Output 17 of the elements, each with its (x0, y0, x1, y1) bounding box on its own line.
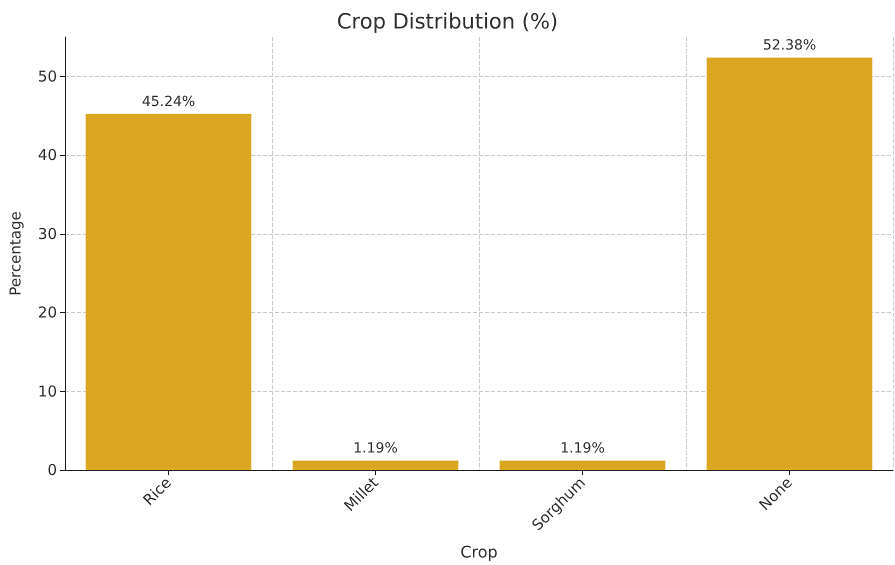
bar (292, 460, 458, 470)
bar (500, 460, 666, 470)
data-label: 1.19% (560, 440, 605, 457)
data-label: 1.19% (353, 440, 398, 457)
bar (86, 114, 252, 470)
y-tick-label: 20 (38, 304, 57, 322)
y-axis-title: Percentage (6, 211, 24, 296)
chart-title: Crop Distribution (%) (336, 10, 558, 34)
data-label: 45.24% (142, 94, 196, 110)
y-tick-label: 10 (38, 382, 57, 400)
y-tick-label: 30 (38, 224, 57, 243)
bar (706, 58, 872, 470)
y-tick-label: 40 (38, 146, 57, 164)
x-axis-title: Crop (460, 542, 498, 562)
data-label: 52.38% (762, 38, 816, 54)
y-tick-label: 0 (47, 461, 57, 479)
y-tick-label: 50 (38, 67, 57, 86)
